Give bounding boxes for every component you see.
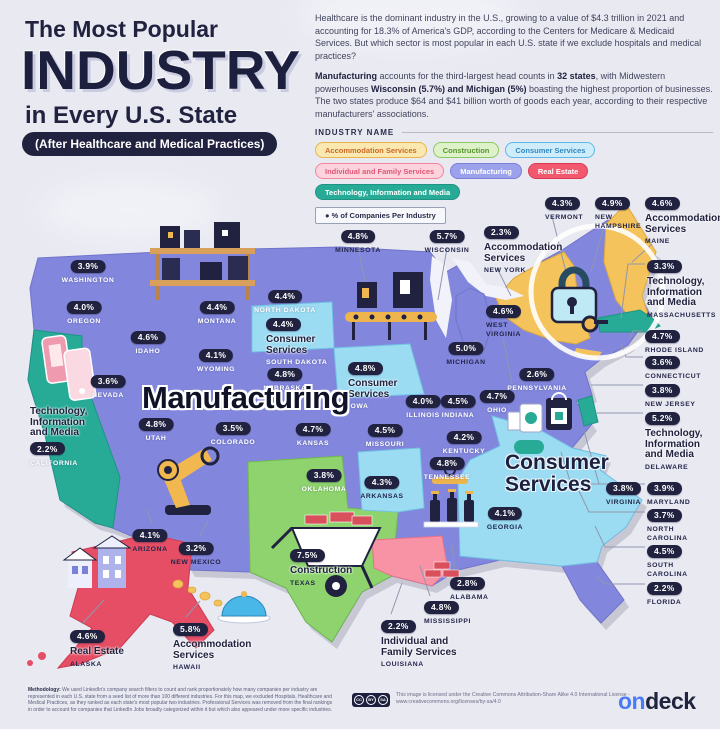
ondeck-logo-part1: on xyxy=(618,688,646,714)
shopping-bags-icon xyxy=(507,392,572,454)
legend-pill-consumer: Consumer Services xyxy=(505,142,596,158)
state-region-iowa xyxy=(333,343,425,399)
title-line1: The Most Popular xyxy=(25,16,218,42)
cloche-icon xyxy=(217,591,271,624)
warehouse-shelf-icon xyxy=(150,222,255,300)
state-region-massachusetts xyxy=(597,309,661,333)
great-lakes xyxy=(452,258,524,300)
robot-arm-icon xyxy=(157,446,220,515)
legend-pill-tech: Technology, Information and Media xyxy=(315,184,461,200)
legend-pill-family: Individual and Family Services xyxy=(315,163,445,179)
ondeck-logo: ondeck xyxy=(618,688,696,715)
title-badge: (After Healthcare and Medical Practices) xyxy=(22,132,278,156)
intro-paragraph-2: Manufacturing accounts for the third-lar… xyxy=(315,71,713,119)
intro-paragraph-1: Healthcare is the dominant industry in t… xyxy=(315,13,702,61)
legend-rule xyxy=(402,132,713,133)
bottles-tray-icon xyxy=(423,464,479,528)
conveyor-belt-icon xyxy=(345,272,437,340)
legend-pill-accommodation: Accommodation Services xyxy=(315,142,427,158)
methodology-label: Methodology: xyxy=(28,687,61,693)
license-text: This image is licensed under the Creativ… xyxy=(396,692,630,705)
creative-commons-icon: CC BY SA xyxy=(352,693,390,707)
legend-pill-manufacturing: Manufacturing xyxy=(450,163,522,179)
legend: INDUSTRY NAME Accommodation Services Cons… xyxy=(315,128,713,224)
intro-text: Healthcare is the dominant industry in t… xyxy=(315,12,713,128)
houses-icon xyxy=(62,535,132,588)
ondeck-logo-part2: deck xyxy=(645,688,696,714)
title-line3: in Every U.S. State xyxy=(25,102,238,129)
legend-pill-realestate: Real Estate xyxy=(527,163,589,179)
page-title: INDUSTRY xyxy=(21,39,301,101)
state-region-michigan xyxy=(455,287,493,351)
alaska-island xyxy=(27,660,33,666)
methodology-text: Methodology: We used LinkedIn's company … xyxy=(28,687,333,713)
legend-note: ● % of Companies Per Industry xyxy=(315,207,446,224)
state-region-delaware xyxy=(577,395,599,427)
leader-lines xyxy=(81,215,653,625)
phones-icon xyxy=(41,334,97,401)
alaska-island xyxy=(38,652,46,660)
state-region-maine xyxy=(603,203,657,319)
legend-pills: Accommodation Services Construction Consum… xyxy=(315,142,695,200)
magnifier-lens-icon xyxy=(528,223,666,361)
state-region-arkansas xyxy=(357,447,425,513)
legend-pill-construction: Construction xyxy=(432,142,500,158)
lake-michigan xyxy=(430,256,452,338)
state-region-south-dakota xyxy=(251,301,335,353)
legend-title: INDUSTRY NAME xyxy=(315,128,395,137)
padlock-key-icon xyxy=(550,266,608,333)
methodology-body: We used LinkedIn's company search filter… xyxy=(28,687,333,713)
